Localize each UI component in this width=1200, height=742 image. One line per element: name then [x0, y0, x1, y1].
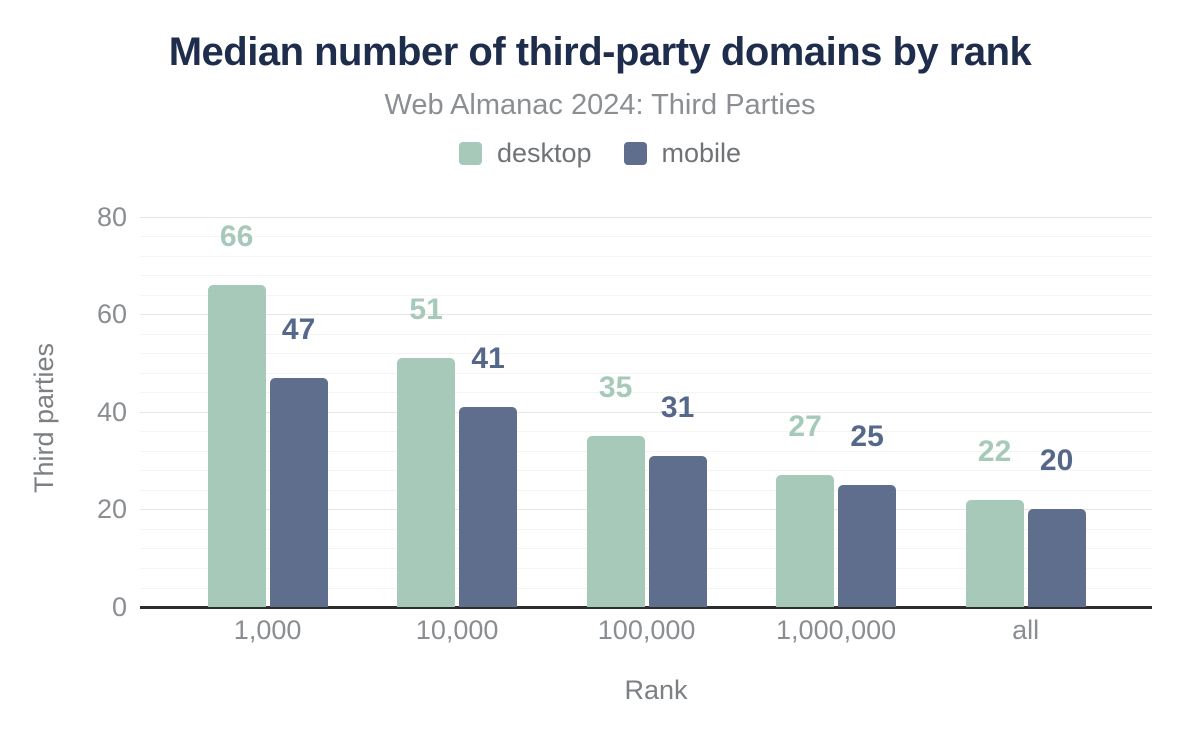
gridline-minor-72: [140, 255, 1152, 257]
bar-desktop-10000: [397, 358, 456, 607]
gridline-minor-12: [140, 548, 1152, 550]
y-tick-80: 80: [96, 201, 127, 232]
legend-label-mobile: mobile: [661, 138, 742, 168]
y-axis-title: Third parties: [29, 342, 59, 494]
legend-swatch-mobile-icon: [623, 142, 647, 165]
legend-label-desktop: desktop: [496, 138, 592, 168]
bar-desktop-all: [965, 499, 1024, 607]
value-label-desktop-all: 22: [977, 434, 1012, 468]
chart-title: Median number of third-party domains by …: [168, 30, 1032, 74]
gridline-minor-76: [140, 236, 1152, 238]
y-tick-40: 40: [96, 396, 127, 427]
legend-swatch-desktop-icon: [458, 142, 482, 165]
gridline-minor-32: [140, 450, 1152, 452]
chart-subtitle: Web Almanac 2024: Third Parties: [384, 89, 816, 121]
gridline-minor-36: [140, 431, 1152, 433]
legend-item-mobile: mobile: [623, 138, 742, 168]
value-label-mobile-all: 20: [1039, 444, 1074, 478]
x-tick-all: all: [1012, 615, 1040, 645]
bar-desktop-1000: [207, 284, 266, 607]
legend: desktop mobile: [0, 140, 1200, 167]
gridline-minor-52: [140, 353, 1152, 355]
bar-mobile-10000: [459, 406, 518, 607]
y-tick-0: 0: [111, 592, 127, 622]
x-axis-baseline: [140, 606, 1152, 609]
x-tick-1000000: 1,000,000: [776, 615, 897, 645]
gridline-minor-48: [140, 372, 1152, 374]
bar-desktop-1000000: [776, 475, 835, 607]
value-label-desktop-1000: 66: [219, 219, 254, 253]
gridline-minor-8: [140, 568, 1152, 569]
gridline-major-40: [140, 411, 1152, 413]
gridline-minor-56: [140, 333, 1152, 335]
value-label-mobile-10000: 41: [471, 341, 505, 375]
bar-mobile-1000000: [838, 485, 897, 607]
gridline-minor-64: [140, 294, 1152, 296]
value-label-mobile-100000: 31: [660, 390, 695, 424]
gridline-minor-68: [140, 275, 1152, 277]
value-label-desktop-100000: 35: [598, 371, 633, 405]
x-tick-10000: 10,000: [415, 615, 499, 645]
y-tick-60: 60: [96, 299, 127, 330]
y-tick-20: 20: [96, 494, 127, 525]
x-tick-1000: 1,000: [233, 615, 302, 645]
gridline-major-80: [140, 216, 1152, 218]
gridline-minor-44: [140, 392, 1152, 394]
value-label-desktop-1000000: 27: [788, 410, 822, 444]
gridline-minor-4: [140, 587, 1152, 589]
legend-item-desktop: desktop: [458, 138, 592, 168]
value-label-desktop-10000: 51: [409, 293, 443, 327]
bar-mobile-1000: [269, 377, 328, 607]
gridline-minor-24: [140, 489, 1152, 491]
x-tick-100000: 100,000: [597, 615, 696, 645]
gridline-major-20: [140, 509, 1152, 511]
gridline-major-60: [140, 314, 1152, 316]
bar-mobile-all: [1027, 509, 1086, 607]
value-label-mobile-1000: 47: [281, 312, 316, 346]
gridline-minor-16: [140, 528, 1152, 530]
bar-desktop-100000: [586, 436, 645, 607]
gridline-minor-28: [140, 470, 1152, 472]
bar-mobile-100000: [648, 455, 707, 607]
x-axis-title: Rank: [624, 675, 688, 705]
value-label-mobile-1000000: 25: [850, 420, 884, 453]
